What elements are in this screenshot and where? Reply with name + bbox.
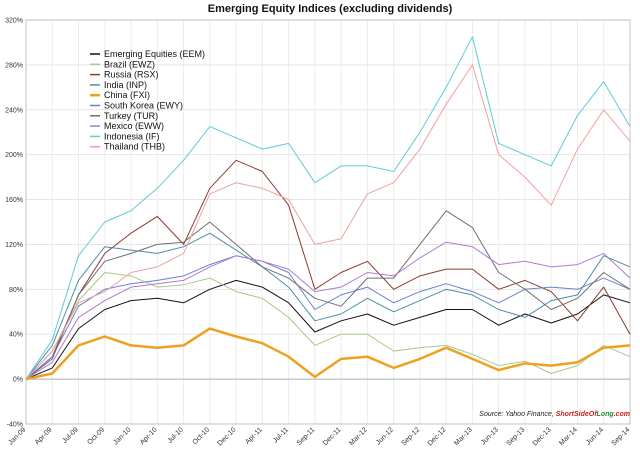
x-tick-label: Mar-12 xyxy=(348,426,369,447)
x-tick-label: Jan-10 xyxy=(112,426,132,446)
x-tick-label: Apr-10 xyxy=(139,426,159,446)
x-tick-label: Dec-12 xyxy=(427,426,448,447)
legend-entry: Indonesia (IF) xyxy=(104,131,160,141)
x-tick-label: Sep-12 xyxy=(400,426,421,447)
legend-entry: Turkey (TUR) xyxy=(104,111,158,121)
x-tick-label: Jul-10 xyxy=(167,426,186,445)
x-tick-label: Sep-14 xyxy=(610,426,631,447)
legend-entry: China (FXI) xyxy=(104,90,150,100)
x-tick-label: Jul-11 xyxy=(272,426,290,444)
source-brand-part1: ShortSideOf xyxy=(556,411,598,418)
legend-entry: Brazil (EWZ) xyxy=(104,59,155,69)
series-line-thailand-thb xyxy=(25,64,631,380)
series-line-indonesia-if xyxy=(25,36,631,380)
series-line-india-inp xyxy=(25,232,631,380)
legend-entry: South Korea (EWY) xyxy=(104,101,183,111)
x-tick-label: Oct-10 xyxy=(191,426,211,446)
x-tick-label: Mar-13 xyxy=(453,426,474,447)
legend: Emerging Equities (EEM)Brazil (EWZ)Russi… xyxy=(90,49,205,152)
source-prefix: Source: Yahoo Finance, xyxy=(479,411,555,418)
series-line-china-fxi xyxy=(25,327,631,381)
x-tick-label: Apr-09 xyxy=(34,426,54,446)
series-line-russia-rsx xyxy=(25,159,631,380)
legend-entry: Thailand (THB) xyxy=(104,142,165,152)
x-tick-label: Dec-10 xyxy=(217,426,238,447)
x-tick-label: Jun-12 xyxy=(375,426,395,446)
series-line-emerging-equities-eem xyxy=(25,279,631,380)
y-tick-label: 0% xyxy=(13,377,23,384)
y-tick-label: 320% xyxy=(5,18,23,25)
x-tick-label: Dec-11 xyxy=(322,426,343,447)
series-line-mexico-eww xyxy=(25,241,631,380)
x-tick-label: Jun-13 xyxy=(480,426,500,446)
y-tick-label: 200% xyxy=(5,152,23,159)
legend-entry: Emerging Equities (EEM) xyxy=(104,49,205,59)
source-note: Source: Yahoo Finance, ShortSideOfLong.c… xyxy=(479,411,630,418)
plot-frame xyxy=(25,19,631,425)
x-tick-label: Jan-09 xyxy=(7,426,27,446)
x-tick-label: Dec-13 xyxy=(532,426,553,447)
y-tick-label: 80% xyxy=(9,287,23,294)
x-tick-label: Oct-09 xyxy=(86,426,106,446)
series-line-turkey-tur xyxy=(25,210,631,380)
y-tick-label: 160% xyxy=(5,197,23,204)
y-tick-label: 120% xyxy=(5,242,23,249)
source-brand-part3: .com xyxy=(614,411,630,418)
y-tick-label: 240% xyxy=(5,107,23,114)
axes: -40% 0% 40% 80% 120% 160% 200% 240% 280% 320% Jan-… xyxy=(5,18,631,448)
legend-entry: India (INP) xyxy=(104,80,147,90)
source-brand-part2: Long xyxy=(597,411,615,418)
x-tick-label: Sep-11 xyxy=(296,426,317,447)
x-tick-label: Sep-13 xyxy=(505,426,526,447)
y-tick-label: 280% xyxy=(5,62,23,69)
x-tick-label: Jun-14 xyxy=(585,426,605,446)
x-tick-label: Mar-14 xyxy=(558,426,579,447)
chart-title: Emerging Equity Indices (excluding divid… xyxy=(208,3,453,15)
legend-entry: Russia (RSX) xyxy=(104,70,159,80)
x-tick-label: Jul-09 xyxy=(61,426,80,445)
series-lines xyxy=(25,36,631,381)
y-tick-label: 40% xyxy=(9,332,23,339)
y-tick-label: -40% xyxy=(7,422,23,429)
x-tick-label: Apr-11 xyxy=(244,426,264,446)
legend-entry: Mexico (EWW) xyxy=(104,121,164,131)
